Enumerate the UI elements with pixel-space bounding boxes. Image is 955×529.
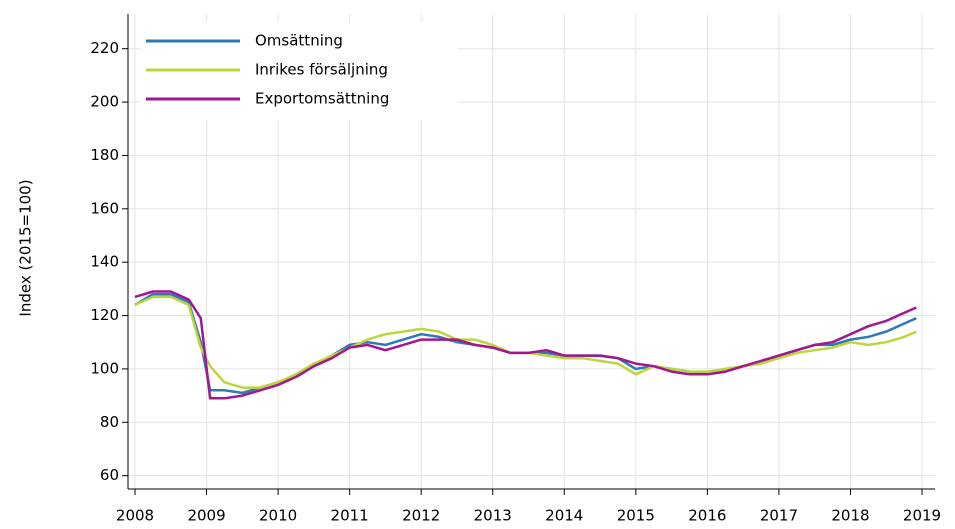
x-tick-label: 2010 [259,507,297,525]
y-tick-label: 140 [90,253,119,271]
x-tick-label: 2018 [831,507,869,525]
x-tick-label: 2014 [545,507,583,525]
x-tick-label: 2015 [617,507,655,525]
y-tick-label: 80 [100,413,119,431]
y-axis-label: Index (2015=100) [17,179,35,316]
legend-label: Inrikes försäljning [255,61,388,79]
y-tick-label: 60 [100,466,119,484]
y-tick-label: 200 [90,93,119,111]
y-tick-label: 180 [90,146,119,164]
x-tick-label: 2008 [116,507,154,525]
y-tick-label: 120 [90,306,119,324]
legend-label: Exportomsättning [255,90,389,108]
series-line [134,292,917,395]
legend-label: Omsättning [255,32,343,50]
y-tick-label: 160 [90,199,119,217]
legend: Omsättning Inrikes försäljning Exportomsät… [140,22,458,120]
x-tick-label: 2012 [402,507,440,525]
y-tick-label: 220 [90,39,119,57]
y-tick-label: 100 [90,359,119,377]
x-tick-label: 2016 [688,507,726,525]
x-tick-label: 2013 [474,507,512,525]
x-tick-label: 2017 [760,507,798,525]
x-tick-label: 2011 [331,507,369,525]
series-line [134,290,917,400]
x-tick-label: 2009 [187,507,225,525]
x-tick-label: 2019 [903,507,941,525]
series-line [134,295,917,389]
